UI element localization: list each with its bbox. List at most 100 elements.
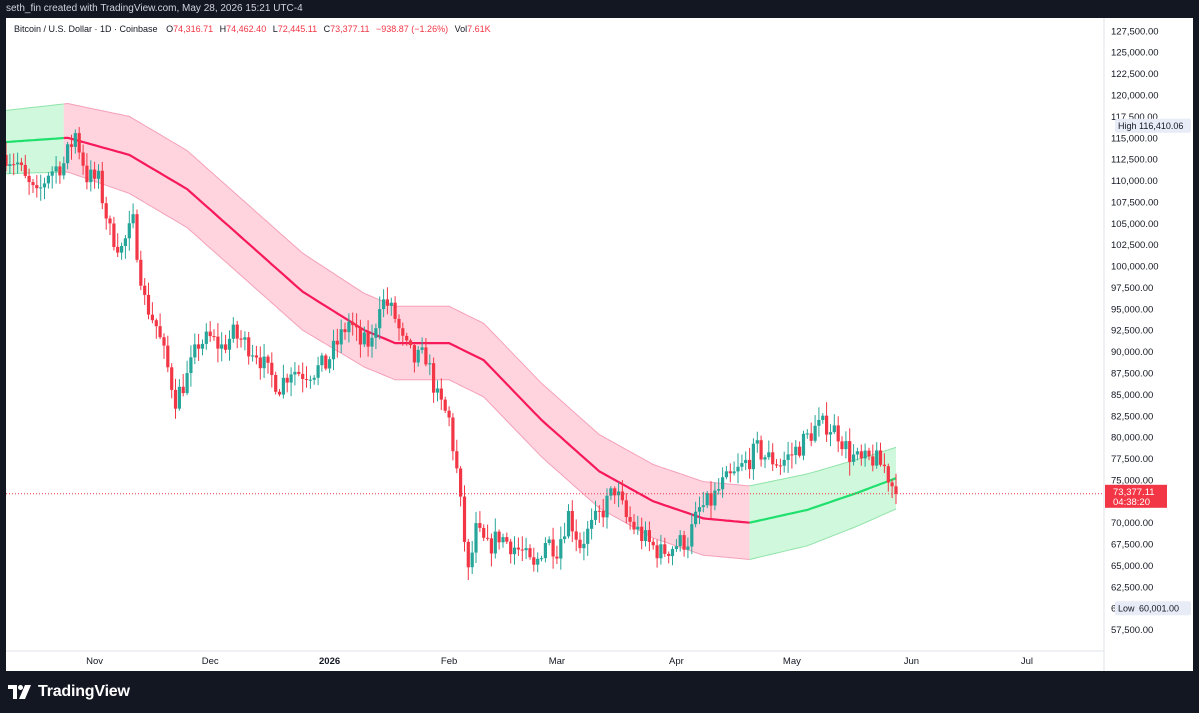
candle-body[interactable]	[58, 166, 62, 176]
candle-body[interactable]	[77, 133, 81, 153]
candle-body[interactable]	[736, 466, 740, 472]
candle-body[interactable]	[894, 486, 898, 494]
candle-body[interactable]	[813, 425, 817, 441]
candle-body[interactable]	[809, 433, 813, 441]
candle-body[interactable]	[848, 441, 852, 462]
candle-body[interactable]	[690, 524, 694, 547]
candle-body[interactable]	[852, 454, 856, 462]
candle-body[interactable]	[524, 548, 528, 551]
candle-body[interactable]	[204, 331, 208, 344]
candle-body[interactable]	[590, 519, 594, 529]
candle-body[interactable]	[251, 355, 255, 357]
candle-body[interactable]	[570, 511, 574, 532]
candle-body[interactable]	[127, 223, 131, 239]
candle-body[interactable]	[547, 539, 551, 544]
candle-body[interactable]	[347, 321, 351, 333]
candle-body[interactable]	[85, 165, 89, 183]
candle-body[interactable]	[470, 552, 474, 568]
candle-body[interactable]	[597, 510, 601, 512]
candle-body[interactable]	[543, 543, 547, 559]
candle-body[interactable]	[170, 367, 174, 390]
candle-body[interactable]	[131, 214, 135, 224]
candle-body[interactable]	[636, 526, 640, 530]
tradingview-logo[interactable]: TradingView	[8, 683, 130, 701]
candle-body[interactable]	[216, 336, 220, 349]
candle-body[interactable]	[146, 294, 151, 315]
candle-body[interactable]	[19, 162, 23, 166]
candle-body[interactable]	[285, 377, 289, 383]
candle-body[interactable]	[512, 547, 517, 555]
candle-body[interactable]	[489, 538, 493, 554]
candle-body[interactable]	[462, 496, 467, 542]
candle-body[interactable]	[709, 493, 713, 506]
candle-body[interactable]	[89, 169, 93, 183]
candle-body[interactable]	[605, 495, 609, 518]
candle-body[interactable]	[197, 344, 201, 349]
candle-body[interactable]	[886, 466, 890, 483]
candle-body[interactable]	[875, 450, 879, 466]
candle-body[interactable]	[678, 535, 682, 547]
candle-body[interactable]	[763, 457, 767, 460]
candle-body[interactable]	[23, 164, 27, 176]
candle-body[interactable]	[659, 544, 663, 559]
candle-body[interactable]	[601, 510, 605, 518]
candle-body[interactable]	[520, 549, 524, 551]
candle-body[interactable]	[825, 415, 829, 435]
candle-body[interactable]	[200, 343, 205, 349]
candle-body[interactable]	[358, 327, 362, 345]
candle-body[interactable]	[755, 440, 759, 444]
candle-body[interactable]	[227, 338, 232, 350]
candle-body[interactable]	[366, 332, 370, 347]
candle-body[interactable]	[108, 218, 112, 224]
candle-body[interactable]	[786, 454, 790, 460]
candle-body[interactable]	[767, 452, 771, 458]
candle-body[interactable]	[532, 557, 536, 565]
candle-body[interactable]	[613, 488, 617, 496]
candle-body[interactable]	[859, 451, 863, 459]
price-axis[interactable]: 127,500.00 125,000.00 122,500.00 120,000.00…	[1105, 26, 1191, 636]
candle-body[interactable]	[96, 170, 101, 179]
chart-panel[interactable]: 127,500.00 125,000.00 122,500.00 120,000.00…	[6, 18, 1193, 671]
candle-body[interactable]	[744, 459, 748, 464]
candle-body[interactable]	[828, 432, 833, 435]
candle-body[interactable]	[878, 450, 883, 465]
candle-body[interactable]	[686, 546, 690, 550]
candle-body[interactable]	[871, 456, 875, 466]
candle-body[interactable]	[790, 454, 794, 456]
candle-body[interactable]	[455, 451, 459, 469]
candle-body[interactable]	[173, 389, 178, 409]
candle-body[interactable]	[509, 541, 513, 555]
candle-body[interactable]	[16, 162, 20, 165]
candle-body[interactable]	[320, 355, 324, 366]
candle-body[interactable]	[266, 356, 270, 363]
candle-body[interactable]	[582, 543, 586, 549]
candle-body[interactable]	[158, 326, 162, 338]
candle-body[interactable]	[8, 164, 12, 166]
candle-body[interactable]	[93, 169, 97, 179]
candle-body[interactable]	[166, 345, 170, 368]
candle-body[interactable]	[39, 187, 43, 189]
candle-body[interactable]	[574, 531, 578, 540]
candle-body[interactable]	[393, 302, 397, 319]
candle-body[interactable]	[674, 546, 678, 549]
candle-body[interactable]	[501, 537, 505, 543]
candle-body[interactable]	[66, 144, 70, 164]
candle-body[interactable]	[516, 547, 520, 550]
candle-body[interactable]	[748, 459, 752, 470]
candle-body[interactable]	[486, 537, 490, 539]
candle-body[interactable]	[54, 166, 58, 172]
candle-body[interactable]	[362, 332, 366, 345]
candle-body[interactable]	[724, 471, 728, 478]
candle-body[interactable]	[224, 344, 228, 350]
candle-body[interactable]	[890, 482, 894, 487]
candle-body[interactable]	[231, 324, 235, 339]
candle-body[interactable]	[751, 443, 755, 470]
candle-body[interactable]	[647, 530, 651, 542]
candle-body[interactable]	[555, 556, 559, 559]
candle-body[interactable]	[832, 425, 836, 433]
candle-body[interactable]	[401, 328, 405, 336]
candle-body[interactable]	[778, 465, 782, 467]
candle-body[interactable]	[667, 553, 671, 556]
candle-body[interactable]	[855, 451, 859, 455]
candle-body[interactable]	[439, 388, 443, 400]
